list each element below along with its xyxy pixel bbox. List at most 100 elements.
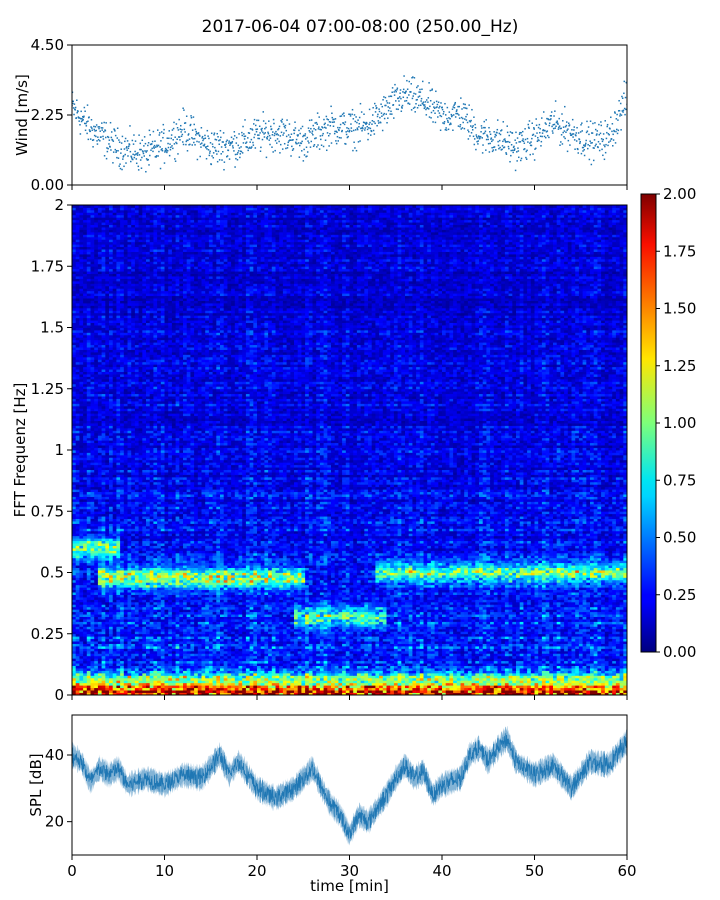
spectrogram-cell xyxy=(361,644,365,647)
wind-point xyxy=(311,141,313,143)
spectrogram-cell xyxy=(464,663,468,666)
spectrogram-cell xyxy=(142,646,146,649)
wind-point xyxy=(584,145,586,147)
spectrogram-cell xyxy=(94,661,98,664)
spectrogram-cell xyxy=(168,656,172,659)
spectrogram-cell xyxy=(464,668,468,671)
spectrogram-cell xyxy=(324,678,328,681)
wind-point xyxy=(208,138,210,140)
spectrogram-cell xyxy=(94,651,98,654)
spectrogram-cell xyxy=(235,646,239,649)
wind-point xyxy=(346,134,348,136)
spectrogram-cell xyxy=(457,656,461,659)
spectrogram-cell xyxy=(227,671,231,674)
spectrogram-cell xyxy=(320,661,324,664)
spectrogram-cell xyxy=(327,641,331,644)
spectrogram-cell xyxy=(301,671,305,674)
spectrogram-cell xyxy=(475,666,479,669)
spectrogram-cell xyxy=(205,636,209,639)
spectrogram-cell xyxy=(542,683,546,686)
spectrogram-cell xyxy=(498,685,502,688)
spectrogram-cell xyxy=(290,636,294,639)
spectrogram-cell xyxy=(560,685,564,688)
spectrogram-cell xyxy=(494,636,498,639)
wind-point xyxy=(269,144,271,146)
spectrogram-cell xyxy=(187,671,191,674)
spectrogram-cell xyxy=(98,685,102,688)
spectrogram-cell xyxy=(94,646,98,649)
wind-point xyxy=(485,119,487,121)
spectrogram-cell xyxy=(113,644,117,647)
wind-point xyxy=(623,110,625,112)
spectrogram-cell xyxy=(239,688,243,691)
spectrogram-cell xyxy=(102,683,106,686)
spectrogram-cell xyxy=(94,680,98,683)
wind-point xyxy=(420,100,422,102)
wind-point xyxy=(161,148,163,150)
spectrogram-cell xyxy=(472,646,476,649)
spectrogram-cell xyxy=(609,663,613,666)
spectrogram-cell xyxy=(572,639,576,642)
spectrogram-cell xyxy=(79,678,83,681)
spectrogram-cell xyxy=(590,671,594,674)
wind-point xyxy=(622,111,624,113)
spectrogram-cell xyxy=(564,688,568,691)
spectrogram-cell xyxy=(375,680,379,683)
spectrogram-cell xyxy=(142,656,146,659)
wind-point xyxy=(387,102,389,104)
spectrogram-cell xyxy=(116,680,120,683)
spectrogram-cell xyxy=(509,668,513,671)
spectrogram-cell xyxy=(335,671,339,674)
spectrogram-cell xyxy=(194,651,198,654)
wind-point xyxy=(228,140,230,142)
spectrogram-cell xyxy=(187,685,191,688)
spectrogram-cell xyxy=(401,661,405,664)
wind-point xyxy=(387,117,389,119)
spectrogram-cell xyxy=(490,648,494,651)
wind-point xyxy=(605,152,607,154)
spectrogram-cell xyxy=(475,653,479,656)
spectrogram-cell xyxy=(427,636,431,639)
spectrogram-cell xyxy=(309,671,313,674)
spectrogram-cell xyxy=(542,658,546,661)
spectrogram-cell xyxy=(146,690,150,693)
spectrogram-cell xyxy=(583,666,587,669)
spectrogram-cell xyxy=(449,675,453,678)
wind-point xyxy=(429,116,431,118)
spectrogram-cell xyxy=(94,656,98,659)
wind-point xyxy=(320,135,322,137)
spectrogram-cell xyxy=(224,644,228,647)
spectrogram-cell xyxy=(620,653,624,656)
spectrogram-cell xyxy=(549,639,553,642)
wind-point xyxy=(600,133,602,135)
spectrogram-cell xyxy=(76,656,80,659)
wind-point xyxy=(368,124,370,126)
spectrogram-cell xyxy=(535,673,539,676)
spectrogram-cell xyxy=(313,685,317,688)
spectrogram-cell xyxy=(179,690,183,693)
spectrogram-cell xyxy=(142,653,146,656)
spectrogram-cell xyxy=(531,661,535,664)
wind-point xyxy=(101,129,103,131)
spectrogram-cell xyxy=(338,678,342,681)
spectrogram-cell xyxy=(309,653,313,656)
spectrogram-cell xyxy=(457,673,461,676)
spectrogram-cell xyxy=(264,668,268,671)
spectrogram-cell xyxy=(142,668,146,671)
spectrogram-cell xyxy=(242,658,246,661)
wind-point xyxy=(289,123,291,125)
spectrogram-cell xyxy=(542,680,546,683)
spectrogram-cell xyxy=(309,641,313,644)
spectrogram-cell xyxy=(527,666,531,669)
spectrogram-cell xyxy=(509,639,513,642)
spectrogram-cell xyxy=(483,675,487,678)
wind-point xyxy=(581,153,583,155)
spectrogram-cell xyxy=(335,648,339,651)
spectrogram-cell xyxy=(261,641,265,644)
spectrogram-cell xyxy=(605,673,609,676)
spectrogram-cell xyxy=(505,646,509,649)
spectrogram-cell xyxy=(616,646,620,649)
wind-point xyxy=(575,135,577,137)
spectrogram-cell xyxy=(464,636,468,639)
spectrogram-cell xyxy=(498,668,502,671)
